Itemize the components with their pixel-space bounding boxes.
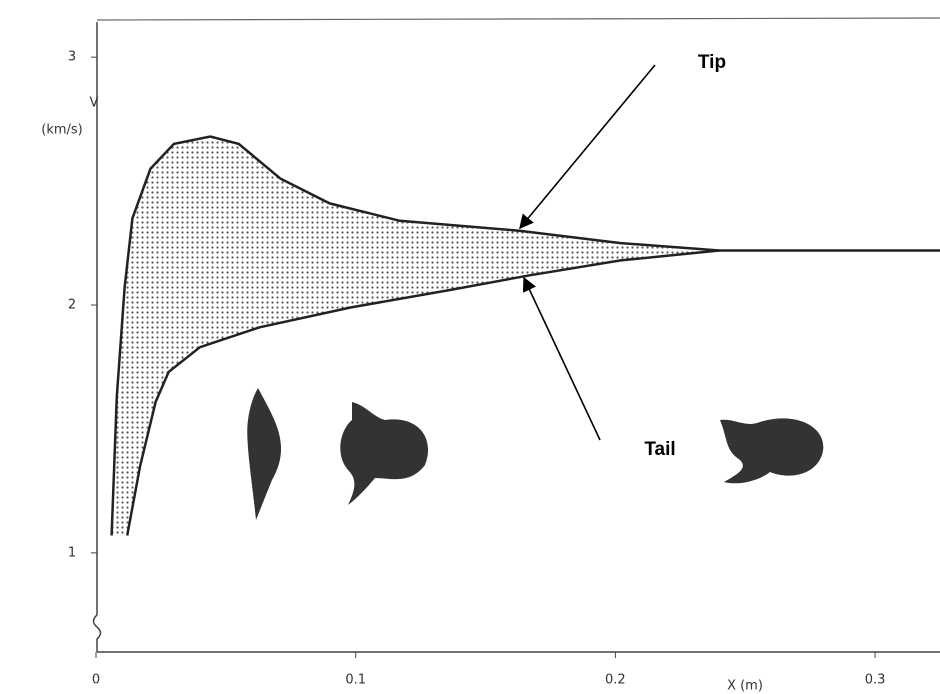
x-tick-label: 0.2: [605, 673, 626, 688]
axis-break: [94, 615, 101, 652]
page: V (km/s) X (m) Tip Tail 12300.10.20.3 ((…: [0, 0, 940, 694]
y-tick-label: 1: [68, 545, 76, 560]
x-axis-label: X (m): [727, 679, 763, 694]
tip-arrow: [520, 65, 655, 228]
tail-arrow: [524, 278, 600, 440]
x-tick-label: 0.3: [865, 673, 886, 688]
y-tick-label: 2: [68, 298, 76, 313]
frame-top: [97, 18, 940, 20]
annotation: Tip: [698, 52, 726, 73]
annotation: Tail: [644, 439, 675, 460]
y-axis-label: V: [90, 96, 99, 111]
chart: V (km/s) X (m) Tip Tail 1 2 3 0 0.1 0.2 0.3: [0, 0, 940, 694]
projectile-shapes: [247, 388, 823, 520]
y-tick-label: 3: [68, 50, 76, 65]
y-axis-label: (km/s): [41, 123, 83, 138]
x-tick-label: 0: [92, 673, 100, 688]
x-tick-label: 0.1: [345, 673, 366, 688]
